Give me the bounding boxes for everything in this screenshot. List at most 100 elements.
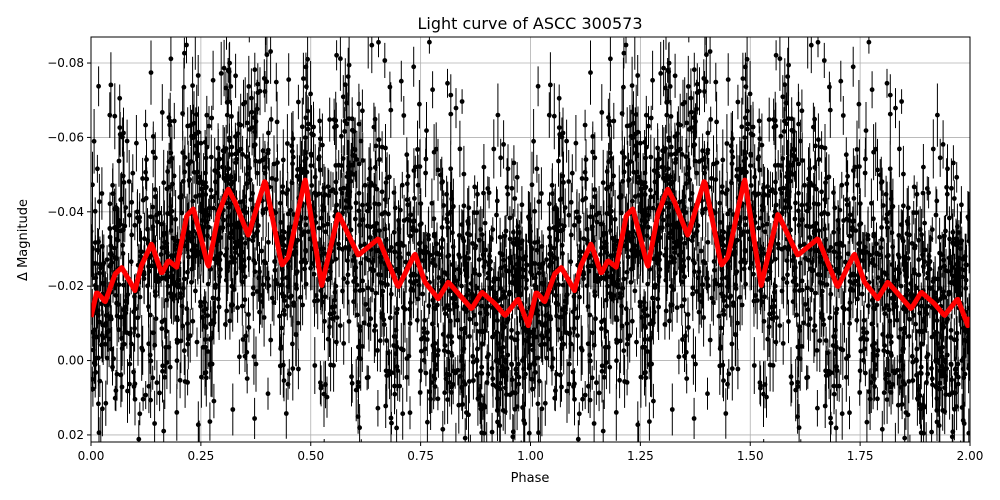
data-point — [203, 180, 208, 185]
data-point — [617, 295, 623, 300]
data-point — [493, 290, 498, 296]
data-point — [943, 374, 948, 379]
data-point — [382, 197, 388, 203]
data-point — [714, 160, 720, 166]
data-point — [457, 146, 463, 152]
data-point — [349, 127, 355, 133]
data-point — [108, 262, 113, 267]
data-point — [962, 371, 968, 377]
data-point — [551, 113, 557, 119]
data-point — [336, 245, 342, 251]
data-point — [509, 377, 515, 383]
data-point — [558, 335, 564, 341]
data-point — [450, 230, 455, 236]
data-point — [825, 350, 831, 356]
data-point — [290, 366, 296, 371]
data-point — [684, 376, 690, 381]
data-point — [107, 234, 113, 240]
data-point — [498, 380, 503, 386]
data-point — [120, 242, 125, 248]
data-point — [764, 277, 770, 283]
data-point — [281, 229, 287, 235]
data-point — [180, 150, 186, 156]
data-point — [129, 199, 135, 205]
y-axis: −0.08−0.06−0.04−0.020.000.02 — [47, 56, 91, 442]
data-point — [326, 193, 332, 198]
data-point — [112, 395, 118, 401]
data-point — [548, 82, 553, 88]
data-point — [394, 425, 399, 431]
data-point — [857, 368, 863, 374]
data-point — [856, 241, 862, 247]
data-point — [900, 363, 906, 368]
data-point — [572, 306, 578, 312]
data-point — [91, 329, 95, 335]
data-point — [244, 349, 250, 355]
data-point — [948, 260, 953, 266]
data-point — [532, 275, 538, 281]
data-point — [809, 260, 815, 265]
data-point — [495, 396, 500, 401]
data-point — [461, 171, 467, 177]
data-point — [921, 264, 926, 269]
data-point — [568, 232, 574, 238]
data-point — [727, 207, 733, 213]
data-point — [717, 200, 723, 206]
data-point — [120, 251, 126, 256]
data-point — [392, 249, 397, 255]
data-point — [705, 150, 710, 156]
data-point — [747, 236, 752, 242]
data-point — [887, 166, 893, 172]
data-point — [416, 282, 422, 288]
data-point — [213, 179, 218, 185]
data-point — [178, 295, 184, 300]
data-point — [477, 272, 482, 278]
data-point — [296, 99, 301, 105]
data-point — [964, 338, 970, 344]
data-point — [160, 368, 165, 374]
data-point — [967, 362, 970, 368]
data-point — [126, 212, 132, 218]
data-point — [147, 268, 152, 274]
data-point — [459, 99, 465, 104]
data-point — [284, 303, 290, 309]
data-point — [743, 281, 748, 287]
data-point — [581, 271, 587, 277]
data-point — [418, 201, 424, 207]
data-point — [600, 180, 606, 186]
data-point — [379, 311, 385, 316]
data-point — [186, 178, 192, 183]
data-point — [657, 235, 663, 240]
data-point — [733, 282, 738, 288]
data-point — [833, 310, 839, 316]
data-point — [736, 177, 742, 182]
data-point — [203, 370, 209, 375]
data-point — [834, 368, 840, 373]
data-point — [656, 173, 661, 179]
data-point — [782, 205, 788, 211]
data-point — [164, 269, 170, 275]
data-point — [135, 333, 141, 338]
data-point — [165, 169, 171, 174]
data-point — [466, 221, 471, 227]
data-point — [802, 302, 808, 307]
data-point — [246, 312, 251, 317]
data-point — [222, 149, 227, 154]
data-point — [959, 274, 965, 280]
data-point — [773, 123, 779, 129]
data-point — [619, 150, 625, 156]
y-tick-label: −0.08 — [47, 56, 84, 70]
data-point — [831, 229, 837, 235]
data-point — [799, 202, 805, 208]
data-point — [897, 146, 902, 152]
data-point — [182, 155, 188, 160]
data-point — [430, 297, 436, 303]
data-point — [718, 282, 724, 288]
data-point — [167, 211, 173, 217]
data-point — [685, 236, 691, 242]
data-point — [888, 390, 894, 395]
data-point — [861, 330, 867, 335]
data-point — [104, 355, 110, 361]
data-point — [401, 113, 407, 118]
data-point — [786, 319, 791, 324]
